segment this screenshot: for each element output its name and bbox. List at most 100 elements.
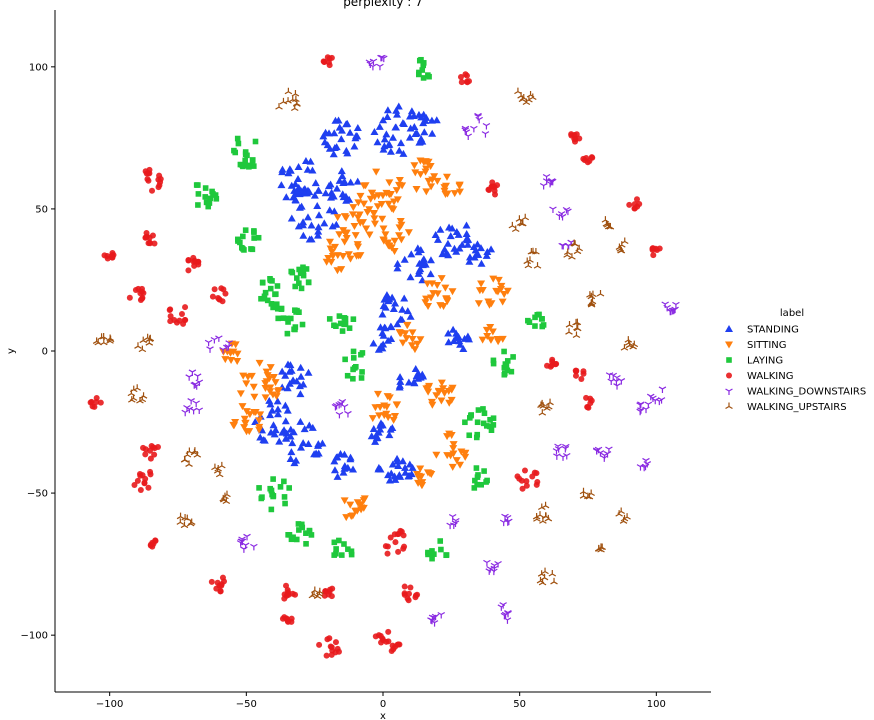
data-point bbox=[268, 506, 275, 513]
data-point bbox=[428, 129, 437, 137]
data-point bbox=[206, 200, 213, 206]
data-point bbox=[350, 223, 359, 231]
data-point bbox=[416, 57, 423, 64]
data-point bbox=[249, 157, 256, 164]
data-point bbox=[456, 340, 465, 348]
data-point bbox=[570, 239, 578, 247]
data-point bbox=[416, 157, 425, 165]
data-point bbox=[181, 317, 188, 324]
data-point bbox=[290, 459, 299, 467]
data-point bbox=[454, 333, 463, 341]
data-point bbox=[443, 239, 452, 247]
data-point bbox=[421, 158, 430, 166]
data-point bbox=[445, 430, 454, 438]
data-point bbox=[284, 97, 292, 104]
series-standing bbox=[251, 102, 496, 484]
data-point bbox=[504, 358, 511, 364]
data-point bbox=[474, 113, 482, 121]
data-point bbox=[424, 388, 433, 396]
data-point bbox=[465, 257, 474, 265]
data-point bbox=[462, 235, 471, 243]
data-point bbox=[388, 293, 397, 301]
data-point bbox=[291, 89, 300, 97]
data-point bbox=[455, 188, 464, 196]
data-point bbox=[428, 401, 437, 409]
data-point bbox=[296, 390, 305, 398]
data-point bbox=[416, 265, 425, 273]
data-point bbox=[408, 329, 417, 337]
data-point bbox=[431, 230, 440, 238]
data-point bbox=[437, 397, 446, 405]
data-point bbox=[398, 182, 407, 190]
data-point bbox=[432, 392, 441, 400]
data-point bbox=[134, 477, 141, 484]
data-point bbox=[274, 410, 283, 418]
data-point bbox=[333, 267, 342, 275]
data-point bbox=[252, 138, 259, 145]
data-point bbox=[540, 322, 547, 328]
data-point bbox=[176, 518, 185, 525]
y-tick-label: 100 bbox=[29, 62, 48, 73]
data-point bbox=[613, 383, 621, 390]
data-point bbox=[572, 372, 579, 379]
data-point bbox=[339, 468, 348, 476]
data-point bbox=[219, 574, 226, 581]
data-point bbox=[353, 123, 362, 131]
data-point bbox=[138, 285, 145, 292]
data-point bbox=[342, 321, 349, 327]
data-point bbox=[167, 318, 174, 325]
data-point bbox=[636, 464, 645, 471]
data-point bbox=[548, 570, 557, 577]
y-tick-label: −100 bbox=[21, 631, 48, 642]
data-point bbox=[390, 237, 399, 245]
data-point bbox=[475, 116, 483, 124]
data-point bbox=[432, 116, 441, 124]
data-point bbox=[649, 245, 656, 252]
data-point bbox=[278, 306, 285, 312]
data-point bbox=[146, 334, 155, 342]
data-point bbox=[463, 240, 472, 248]
data-point bbox=[288, 439, 297, 447]
data-point bbox=[251, 418, 260, 426]
legend-label: WALKING_DOWNSTAIRS bbox=[747, 387, 866, 398]
data-point bbox=[382, 543, 389, 550]
legend-marker bbox=[725, 402, 733, 410]
data-point bbox=[444, 338, 453, 346]
data-point bbox=[367, 432, 376, 440]
data-point bbox=[327, 258, 336, 266]
data-point bbox=[429, 548, 435, 554]
data-point bbox=[344, 410, 352, 418]
data-point bbox=[306, 528, 313, 534]
data-point bbox=[295, 521, 302, 527]
data-point bbox=[407, 342, 416, 350]
data-point bbox=[323, 652, 330, 659]
data-point bbox=[416, 171, 425, 179]
y-axis-label: y bbox=[6, 348, 17, 354]
data-point bbox=[458, 240, 467, 248]
data-point bbox=[273, 397, 282, 405]
data-point bbox=[369, 210, 378, 218]
data-point bbox=[326, 55, 333, 62]
data-point bbox=[552, 361, 559, 368]
data-point bbox=[139, 472, 146, 479]
data-point bbox=[310, 191, 319, 199]
data-point bbox=[300, 272, 307, 279]
data-point bbox=[202, 194, 209, 200]
data-point bbox=[503, 519, 512, 526]
data-point bbox=[134, 342, 142, 349]
data-point bbox=[568, 253, 576, 260]
data-point bbox=[154, 444, 161, 451]
data-point bbox=[269, 421, 278, 429]
data-point bbox=[286, 485, 292, 491]
data-point bbox=[330, 207, 339, 215]
data-point bbox=[251, 163, 257, 169]
data-point bbox=[353, 507, 362, 515]
data-point bbox=[433, 282, 442, 290]
data-point bbox=[240, 245, 246, 252]
data-point bbox=[536, 511, 544, 518]
data-point bbox=[294, 222, 303, 230]
data-point bbox=[193, 373, 202, 380]
data-point bbox=[264, 297, 271, 304]
data-point bbox=[323, 141, 332, 149]
data-point bbox=[387, 335, 396, 343]
